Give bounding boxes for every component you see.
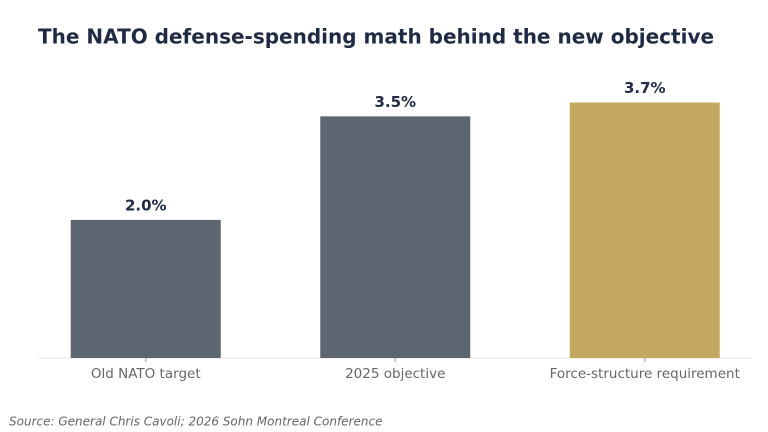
x-tick-label: Old NATO target xyxy=(91,366,201,382)
x-tick-label: Force-structure requirement xyxy=(550,366,740,382)
chart-title: The NATO defense-spending math behind th… xyxy=(38,25,714,49)
source-note: Source: General Chris Cavoli; 2026 Sohn … xyxy=(9,415,382,429)
bar xyxy=(70,219,221,358)
bar xyxy=(320,116,471,358)
value-label: 3.5% xyxy=(374,93,416,111)
bar xyxy=(569,102,720,359)
value-label: 3.7% xyxy=(624,79,666,97)
value-label: 2.0% xyxy=(125,196,167,214)
x-tick-label: 2025 objective xyxy=(345,366,445,382)
